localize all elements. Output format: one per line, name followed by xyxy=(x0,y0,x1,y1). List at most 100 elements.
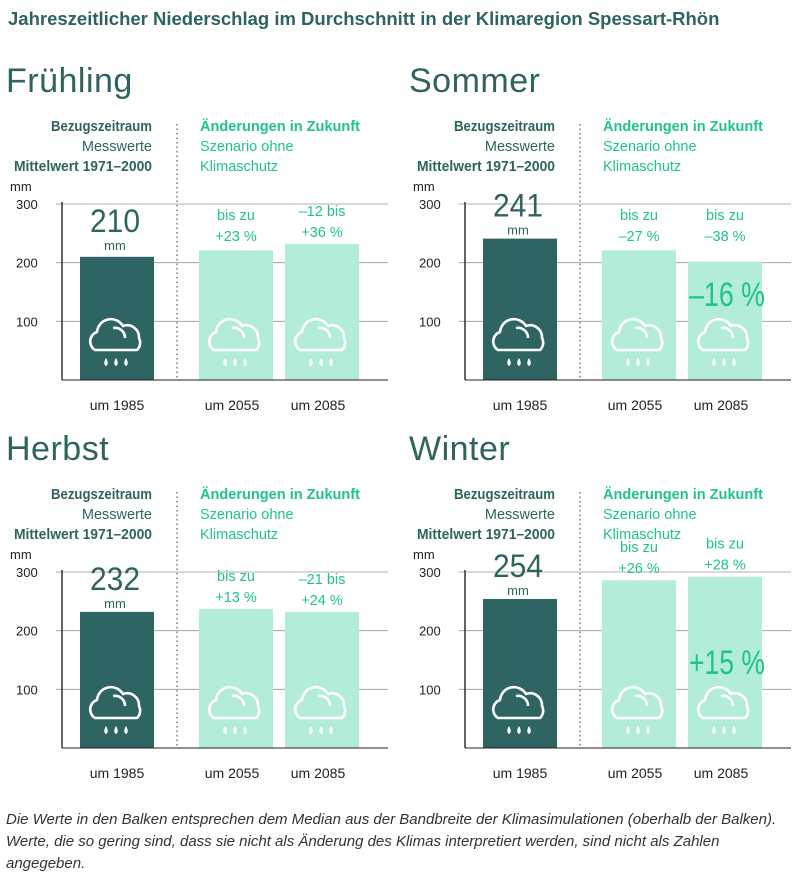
season-title: Winter xyxy=(409,430,511,468)
bar-reference xyxy=(483,238,557,380)
x-tick-label: um 1985 xyxy=(493,765,548,781)
cloud-rain-icon xyxy=(88,317,142,366)
cloud-rain-icon xyxy=(207,317,261,366)
range-label-line2: +26 % xyxy=(618,561,660,577)
range-label-line1: bis zu xyxy=(620,540,658,556)
legend-future-heading: Änderungen in Zukunft xyxy=(200,118,360,135)
bar-future xyxy=(199,250,273,380)
reference-unit-label: mm xyxy=(104,238,126,253)
range-label-line1: bis zu xyxy=(620,208,658,224)
range-label-line2: +13 % xyxy=(215,590,257,606)
legend-reference-line2: Messwerte xyxy=(82,507,152,523)
caption: Die Werte in den Balken entsprechen dem … xyxy=(6,811,777,872)
legend-reference-heading: Bezugszeitraum xyxy=(51,119,152,135)
range-label-line2: +36 % xyxy=(301,225,343,241)
bar-future xyxy=(199,608,273,748)
x-tick-label: um 1985 xyxy=(493,397,548,413)
range-label-line1: –21 bis xyxy=(299,572,346,588)
legend-reference-line2: Messwerte xyxy=(485,139,555,155)
legend-future-line3: Klimaschutz xyxy=(200,527,278,543)
reference-unit-label: mm xyxy=(104,596,126,611)
y-axis-unit: mm xyxy=(413,179,435,194)
cloud-rain-icon xyxy=(491,685,545,734)
y-tick-label: 100 xyxy=(419,682,441,697)
range-label-line2: +23 % xyxy=(215,229,257,245)
range-label-line2: +24 % xyxy=(301,593,343,609)
cloud-rain-icon xyxy=(293,685,347,734)
cloud-rain-icon xyxy=(696,685,750,734)
legend-reference-line3: Mittelwert 1971–2000 xyxy=(417,159,555,175)
cloud-rain-icon xyxy=(293,317,347,366)
range-label-line1: bis zu xyxy=(706,537,744,553)
x-tick-label: um 1985 xyxy=(90,765,145,781)
panel-winter: Winter Bezugszeitraum Messwerte Mittelwert… xyxy=(403,368,793,781)
cloud-rain-icon xyxy=(696,317,750,366)
bar-reference xyxy=(80,256,154,380)
legend-future-line2: Szenario ohne xyxy=(603,139,697,155)
y-tick-label: 300 xyxy=(419,197,441,212)
x-tick-label: um 2055 xyxy=(205,397,260,413)
season-title: Sommer xyxy=(409,62,541,100)
y-tick-label: 100 xyxy=(419,314,441,329)
x-tick-label: um 2085 xyxy=(291,765,346,781)
season-title: Frühling xyxy=(6,62,133,100)
y-axis-unit: mm xyxy=(413,547,435,562)
legend-future-heading: Änderungen in Zukunft xyxy=(603,486,763,503)
legend-reference-line3: Mittelwert 1971–2000 xyxy=(417,527,555,543)
season-title: Herbst xyxy=(6,430,110,468)
y-tick-label: 300 xyxy=(16,197,38,212)
y-tick-label: 200 xyxy=(16,624,38,639)
x-tick-label: um 2055 xyxy=(608,765,663,781)
reference-value-label: 254 xyxy=(493,548,543,584)
panel-fruehling: Frühling Bezugszeitraum Messwerte Mittelwe… xyxy=(0,0,390,413)
y-tick-label: 200 xyxy=(16,256,38,271)
cloud-rain-icon xyxy=(207,685,261,734)
legend-reference-heading: Bezugszeitraum xyxy=(454,487,555,503)
range-label-line1: bis zu xyxy=(217,569,255,585)
legend-reference-line3: Mittelwert 1971–2000 xyxy=(14,159,152,175)
legend-future-line3: Klimaschutz xyxy=(603,159,681,175)
bar-future xyxy=(688,576,762,748)
bar-future xyxy=(602,580,676,748)
bar-chart-sommer: Bezugszeitraum Messwerte Mittelwert 1971–2… xyxy=(413,118,791,413)
legend-reference-line3: Mittelwert 1971–2000 xyxy=(14,527,152,543)
legend-reference-heading: Bezugszeitraum xyxy=(454,119,555,135)
reference-value-label: 241 xyxy=(493,188,543,224)
bar-chart-herbst: Bezugszeitraum Messwerte Mittelwert 1971–2… xyxy=(10,486,388,781)
y-tick-label: 200 xyxy=(419,624,441,639)
x-tick-label: um 2085 xyxy=(694,397,749,413)
range-label-line2: –38 % xyxy=(704,229,745,245)
y-axis-unit: mm xyxy=(10,547,32,562)
x-tick-label: um 1985 xyxy=(90,397,145,413)
legend-future-line2: Szenario ohne xyxy=(200,139,294,155)
range-label-line1: bis zu xyxy=(706,208,744,224)
y-tick-label: 100 xyxy=(16,682,38,697)
x-tick-label: um 2085 xyxy=(694,765,749,781)
bar-chart-fruehling: Bezugszeitraum Messwerte Mittelwert 1971–2… xyxy=(10,118,388,413)
panel-sommer: Sommer Bezugszeitraum Messwerte Mittelwert… xyxy=(403,0,793,413)
median-change-label: –16 % xyxy=(689,276,765,314)
bar-reference xyxy=(80,611,154,748)
bar-reference xyxy=(483,598,557,748)
median-change-label: +15 % xyxy=(689,644,765,682)
range-label-line1: –12 bis xyxy=(299,204,346,220)
cloud-rain-icon xyxy=(610,685,664,734)
range-label-line2: +28 % xyxy=(704,558,746,574)
y-axis-unit: mm xyxy=(10,179,32,194)
cloud-rain-icon xyxy=(88,685,142,734)
reference-unit-label: mm xyxy=(507,583,529,598)
legend-reference-line2: Messwerte xyxy=(485,507,555,523)
y-tick-label: 300 xyxy=(419,565,441,580)
x-tick-label: um 2055 xyxy=(205,765,260,781)
x-tick-label: um 2085 xyxy=(291,397,346,413)
legend-future-line3: Klimaschutz xyxy=(603,527,681,543)
range-label-line2: –27 % xyxy=(618,229,659,245)
legend-future-heading: Änderungen in Zukunft xyxy=(603,118,763,135)
reference-value-label: 210 xyxy=(90,203,140,239)
range-label-line1: bis zu xyxy=(217,208,255,224)
legend-future-line2: Szenario ohne xyxy=(200,507,294,523)
y-tick-label: 200 xyxy=(419,256,441,271)
legend-future-heading: Änderungen in Zukunft xyxy=(200,486,360,503)
legend-future-line2: Szenario ohne xyxy=(603,507,697,523)
reference-value-label: 232 xyxy=(90,561,140,597)
